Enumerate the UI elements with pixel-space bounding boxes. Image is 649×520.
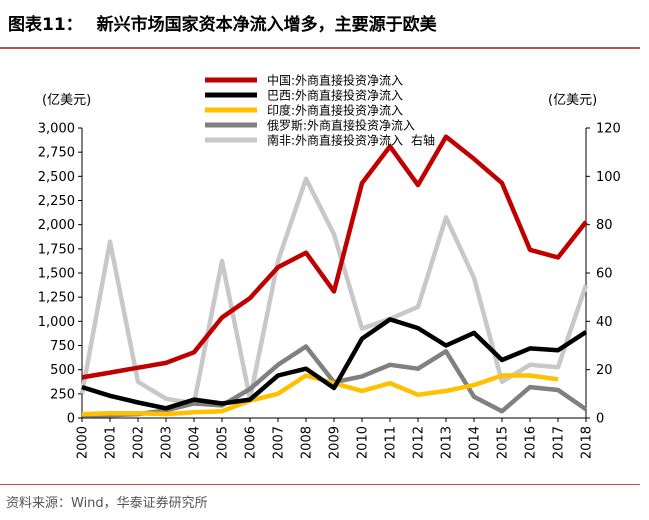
x-tick-label: 2008 bbox=[300, 426, 315, 459]
chart-title: 图表11： 新兴市场国家资本净流入增多，主要源于欧美 bbox=[8, 8, 640, 48]
figure-title: 新兴市场国家资本净流入增多，主要源于欧美 bbox=[96, 15, 437, 35]
y-left-tick-label: 2,000 bbox=[38, 218, 75, 233]
y-left-tick-label: 1,750 bbox=[38, 242, 75, 257]
y-axis-left-label: (亿美元) bbox=[42, 93, 91, 108]
x-tick-label: 2018 bbox=[580, 426, 595, 459]
legend-label: 巴西:外商直接投资净流入 bbox=[267, 88, 403, 103]
y-right-tick-label: 40 bbox=[596, 315, 613, 330]
y-left-tick-label: 1,500 bbox=[38, 267, 75, 282]
x-tick-label: 2006 bbox=[244, 426, 259, 459]
footer-divider bbox=[0, 484, 640, 485]
legend-label: 印度:外商直接投资净流入 bbox=[267, 103, 403, 118]
x-tick-label: 2011 bbox=[384, 426, 399, 459]
x-tick-label: 2003 bbox=[160, 426, 175, 459]
x-tick-label: 2001 bbox=[104, 426, 119, 459]
line-chart: 0 250 500 750 1,000 1,250 1,500 1,750 2,000 2,250… bbox=[38, 73, 621, 460]
x-tick-label: 2009 bbox=[328, 426, 343, 459]
y-left-tick-label: 500 bbox=[50, 363, 75, 378]
y-right-tick-label: 80 bbox=[596, 218, 613, 233]
series-line-1 bbox=[81, 317, 588, 411]
x-tick-label: 2015 bbox=[496, 426, 511, 459]
x-tick-label: 2002 bbox=[132, 426, 147, 459]
x-tick-label: 2014 bbox=[468, 426, 483, 459]
x-tick-label: 2007 bbox=[272, 426, 287, 459]
y-right-tick-label: 100 bbox=[596, 170, 621, 185]
x-tick-label: 2013 bbox=[440, 426, 455, 459]
y-left-tick-label: 0 bbox=[67, 412, 75, 427]
figure-label: 图表11： bbox=[8, 15, 83, 35]
legend-axis-note: 右轴 bbox=[411, 133, 435, 148]
y-left-tick-label: 3,000 bbox=[38, 122, 75, 137]
legend-label: 中国:外商直接投资净流入 bbox=[267, 73, 403, 88]
y-left-tick-label: 1,000 bbox=[38, 315, 75, 330]
y-left-tick-label: 1,250 bbox=[38, 291, 75, 306]
axes: 0 250 500 750 1,000 1,250 1,500 1,750 2,000 2,250… bbox=[38, 122, 621, 460]
x-tick-label: 2005 bbox=[216, 426, 231, 459]
series-line-2 bbox=[81, 373, 559, 417]
y-right-tick-label: 0 bbox=[596, 412, 604, 427]
x-tick-label: 2004 bbox=[188, 426, 203, 459]
y-left-tick-label: 250 bbox=[50, 387, 75, 402]
legend-label: 俄罗斯:外商直接投资净流入 bbox=[267, 118, 415, 133]
y-right-tick-label: 60 bbox=[596, 267, 613, 282]
legend-label: 南非:外商直接投资净流入 bbox=[267, 133, 403, 148]
series-line-4 bbox=[79, 176, 589, 406]
x-tick-label: 2016 bbox=[524, 426, 539, 459]
y-right-tick-label: 120 bbox=[596, 122, 621, 137]
x-tick-label: 2017 bbox=[552, 426, 567, 459]
y-left-tick-label: 2,500 bbox=[38, 170, 75, 185]
y-left-tick-label: 2,750 bbox=[38, 146, 75, 161]
x-tick-label: 2010 bbox=[356, 426, 371, 459]
y-left-tick-label: 750 bbox=[50, 339, 75, 354]
x-tick-label: 2000 bbox=[76, 426, 91, 459]
y-left-tick-label: 2,250 bbox=[38, 194, 75, 209]
series-lines bbox=[79, 134, 589, 418]
legend: 中国:外商直接投资净流入巴西:外商直接投资净流入印度:外商直接投资净流入俄罗斯:… bbox=[205, 73, 435, 148]
source-note: 资料来源：Wind，华泰证券研究所 bbox=[6, 496, 208, 511]
series-line-0 bbox=[81, 134, 588, 380]
title-divider bbox=[0, 47, 640, 49]
y-right-tick-label: 20 bbox=[596, 363, 613, 378]
y-axis-right-label: (亿美元) bbox=[548, 93, 597, 108]
x-tick-label: 2012 bbox=[412, 426, 427, 459]
